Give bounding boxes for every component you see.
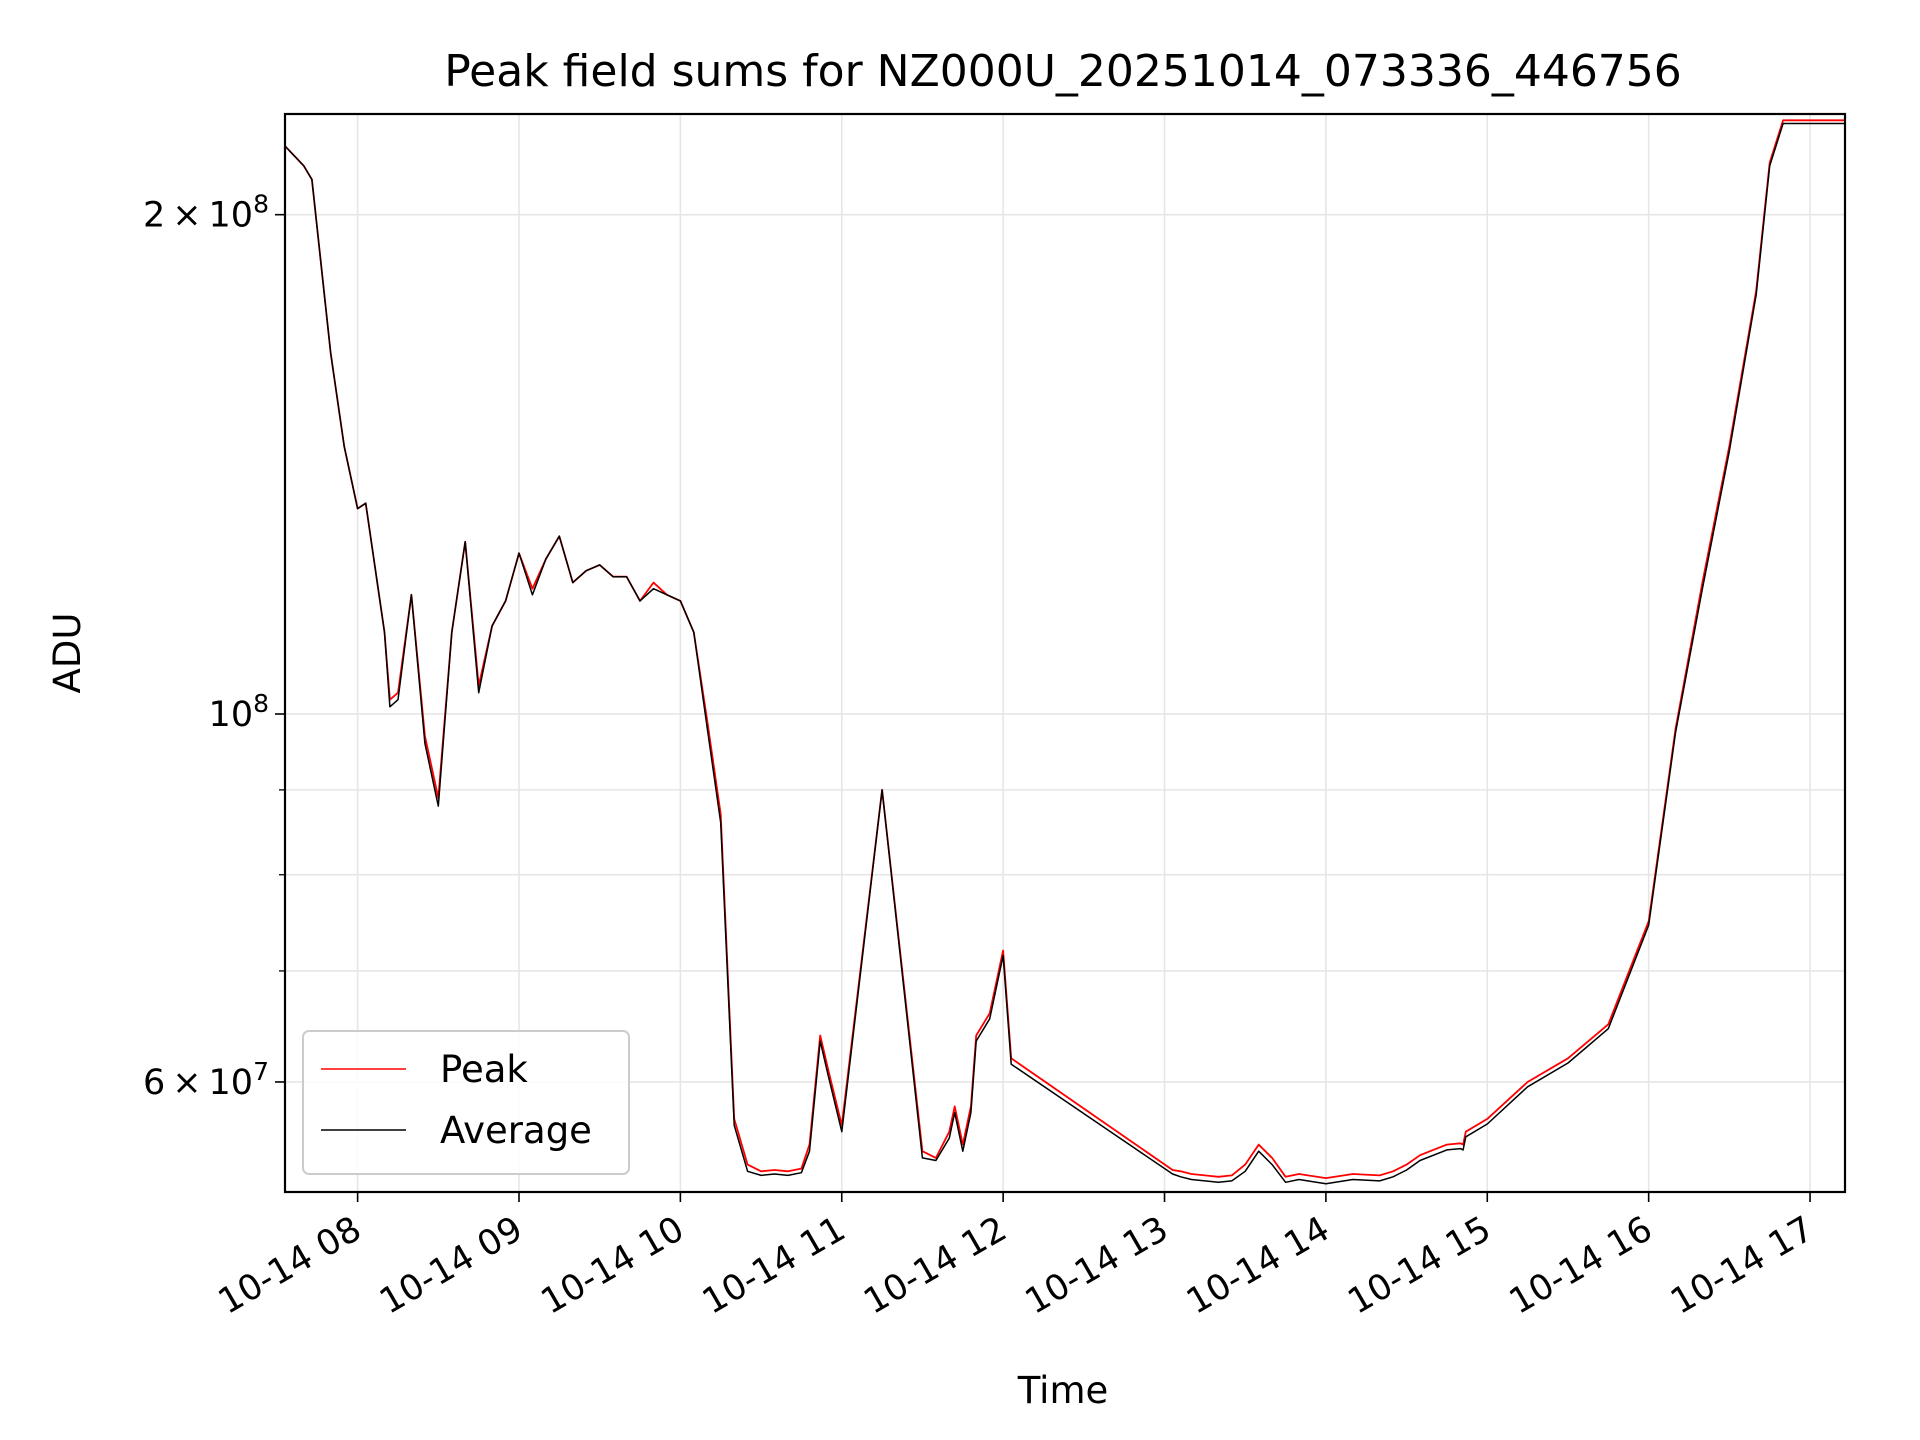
y-tick-label: 6 × 107	[143, 1057, 269, 1103]
legend-box	[302, 1030, 630, 1175]
x-axis-label: Time	[1017, 1369, 1109, 1412]
y-tick-label: 2 × 108	[143, 190, 269, 236]
y-tick-label: 108	[209, 689, 269, 735]
plot-frame	[283, 112, 1847, 1194]
legend-label-peak: Peak	[440, 1048, 528, 1091]
y-axis-label: ADU	[46, 613, 89, 694]
chart-title: Peak field sums for NZ000U_20251014_0733…	[444, 46, 1682, 97]
legend: Peak Average	[302, 1030, 630, 1175]
series-layer	[284, 119, 1845, 1185]
legend-label-average: Average	[440, 1109, 592, 1152]
series-line-average	[284, 122, 1845, 1185]
grid-layer	[285, 114, 1845, 1192]
